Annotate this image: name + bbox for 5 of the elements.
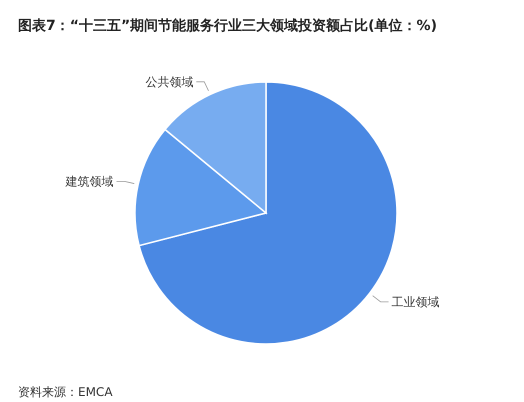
slice-label: 建筑领域 xyxy=(64,174,114,188)
text: 资料来源：EMCA xyxy=(18,385,114,399)
slice-label: 工业领域 xyxy=(392,294,440,309)
slice-label: 公共领域 xyxy=(145,74,194,89)
chart-title: 图表7：“十三五”期间节能服务行业三大领域投资额占比(单位：%) xyxy=(18,17,437,34)
